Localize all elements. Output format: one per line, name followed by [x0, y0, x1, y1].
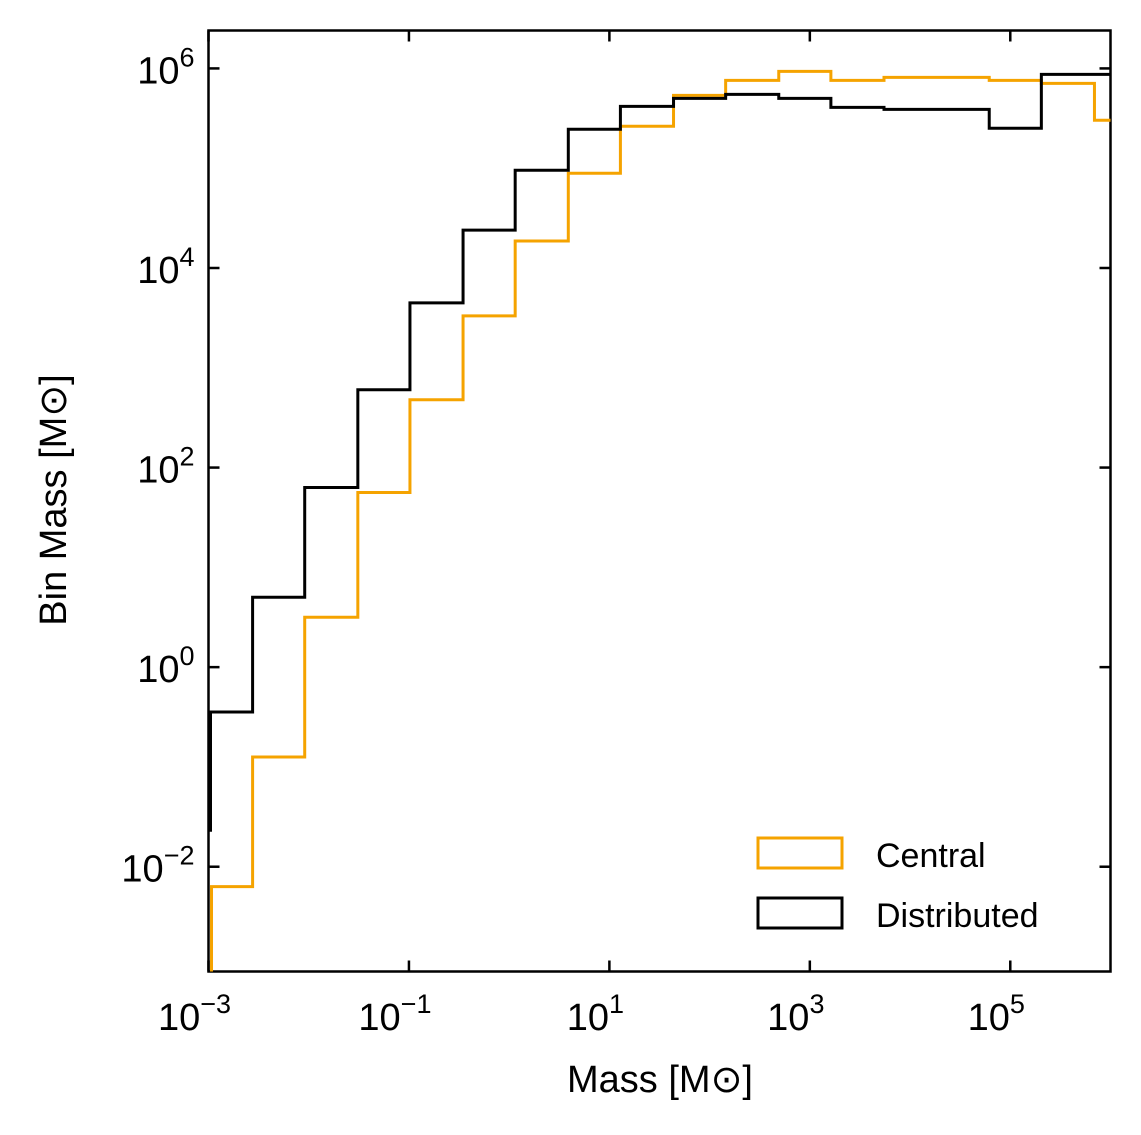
x-tick-label-3: 103 [767, 989, 824, 1039]
plot-area [207, 29, 1112, 973]
y-axis-label: Bin Mass [M⊙] [33, 374, 75, 625]
axis-ticks [207, 30, 1111, 972]
x-tick-label-4: 105 [968, 989, 1025, 1039]
x-tick-label-1: 10−1 [358, 989, 431, 1039]
y-tick-label-2: 102 [137, 442, 194, 492]
legend-swatch-central [756, 836, 844, 870]
y-tick-label-3: 104 [137, 242, 194, 292]
series-layer [209, 69, 1111, 972]
y-tick-label-1: 100 [137, 641, 194, 691]
series-central-line [210, 69, 1111, 972]
legend-label-central: Central [876, 837, 986, 875]
y-tick-labels: 10−2 100 102 104 106 [121, 42, 194, 890]
x-axis-label: Mass [M⊙] [567, 1059, 753, 1101]
legend-label-distributed: Distributed [876, 897, 1039, 935]
legend: Central Distributed [756, 836, 1039, 935]
series-distributed-line [209, 72, 1111, 832]
plot-frame [207, 29, 1112, 973]
x-tick-label-0: 10−3 [158, 989, 231, 1039]
legend-swatch-distributed [756, 896, 844, 930]
y-tick-label-4: 106 [137, 42, 194, 92]
x-tick-labels: 10−3 10−1 101 103 105 [158, 989, 1025, 1039]
y-tick-label-0: 10−2 [121, 841, 194, 891]
x-tick-label-2: 101 [567, 989, 624, 1039]
